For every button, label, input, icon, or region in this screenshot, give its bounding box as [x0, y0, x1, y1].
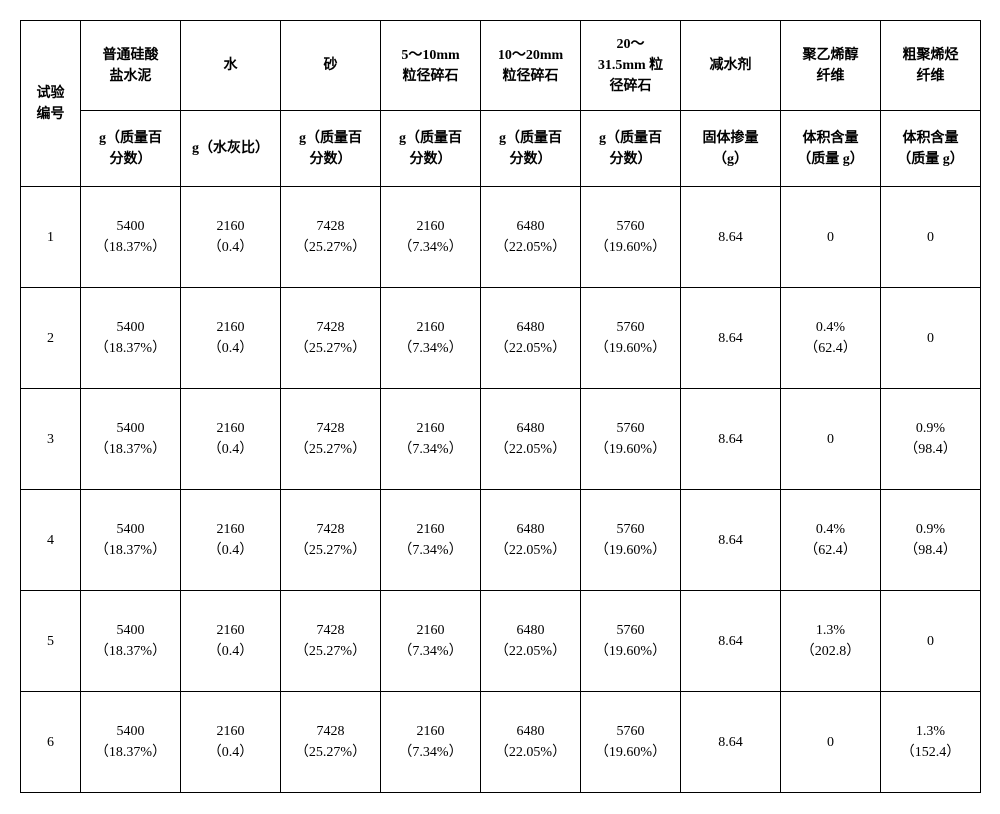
header-col-7-top: 聚乙烯醇纤维 [781, 21, 881, 111]
header-col-4-top: 10～20mm粒径碎石 [481, 21, 581, 111]
cell: 5760（19.60%） [581, 288, 681, 389]
cell: 2160（0.4） [181, 591, 281, 692]
cell: 0 [781, 389, 881, 490]
header-col-6-top: 减水剂 [681, 21, 781, 111]
cell: 0 [781, 187, 881, 288]
cell: 8.64 [681, 692, 781, 793]
header-col-3-bot: g（质量百分数） [381, 111, 481, 187]
cell: 8.64 [681, 591, 781, 692]
cell: 7428（25.27%） [281, 692, 381, 793]
header-col-3-top: 5～10mm粒径碎石 [381, 21, 481, 111]
cell: 7428（25.27%） [281, 288, 381, 389]
cell: 2160（7.34%） [381, 692, 481, 793]
cell: 2160（7.34%） [381, 490, 481, 591]
cell: 8.64 [681, 490, 781, 591]
cell: 7428（25.27%） [281, 591, 381, 692]
header-row-label: 试验编号 [21, 21, 81, 187]
cell: 6480（22.05%） [481, 288, 581, 389]
cell: 2160（0.4） [181, 288, 281, 389]
cell: 2160（7.34%） [381, 288, 481, 389]
cell: 6480（22.05%） [481, 187, 581, 288]
table-row: 5 5400（18.37%） 2160（0.4） 7428（25.27%） 21… [21, 591, 981, 692]
cell: 6480（22.05%） [481, 692, 581, 793]
cell: 6480（22.05%） [481, 389, 581, 490]
cell: 0 [781, 692, 881, 793]
cell: 5400（18.37%） [81, 288, 181, 389]
cell: 6480（22.05%） [481, 591, 581, 692]
header-col-4-bot: g（质量百分数） [481, 111, 581, 187]
header-col-2-top: 砂 [281, 21, 381, 111]
cell-id: 5 [21, 591, 81, 692]
cell: 0.4%（62.4） [781, 288, 881, 389]
cell: 0.4%（62.4） [781, 490, 881, 591]
header-row-label-top: 试验 [37, 86, 65, 101]
header-col-1-top: 水 [181, 21, 281, 111]
cell: 0 [881, 591, 981, 692]
table-row: 3 5400（18.37%） 2160（0.4） 7428（25.27%） 21… [21, 389, 981, 490]
cell: 2160（0.4） [181, 692, 281, 793]
header-col-5-top: 20～31.5mm 粒径碎石 [581, 21, 681, 111]
header-row-label-bot: 编号 [37, 107, 65, 122]
header-col-0-bot: g（质量百分数） [81, 111, 181, 187]
table-header: 试验编号 普通硅酸盐水泥 水 砂 5～10mm粒径碎石 10～20mm粒径碎石 … [21, 21, 981, 187]
header-col-2-bot: g（质量百分数） [281, 111, 381, 187]
table-body: 1 5400（18.37%） 2160（0.4） 7428（25.27%） 21… [21, 187, 981, 793]
cell: 8.64 [681, 288, 781, 389]
cell: 1.3%（152.4） [881, 692, 981, 793]
cell: 2160（0.4） [181, 490, 281, 591]
header-col-1-bot: g（水灰比） [181, 111, 281, 187]
cell: 2160（7.34%） [381, 187, 481, 288]
cell-id: 3 [21, 389, 81, 490]
table-row: 2 5400（18.37%） 2160（0.4） 7428（25.27%） 21… [21, 288, 981, 389]
cell: 5760（19.60%） [581, 591, 681, 692]
cell: 5400（18.37%） [81, 692, 181, 793]
cell: 5400（18.37%） [81, 490, 181, 591]
experiment-table: 试验编号 普通硅酸盐水泥 水 砂 5～10mm粒径碎石 10～20mm粒径碎石 … [20, 20, 981, 793]
cell: 5760（19.60%） [581, 490, 681, 591]
header-col-0-top: 普通硅酸盐水泥 [81, 21, 181, 111]
cell: 5400（18.37%） [81, 389, 181, 490]
cell: 1.3%（202.8） [781, 591, 881, 692]
cell: 6480（22.05%） [481, 490, 581, 591]
cell-id: 2 [21, 288, 81, 389]
table-row: 6 5400（18.37%） 2160（0.4） 7428（25.27%） 21… [21, 692, 981, 793]
header-col-8-bot: 体积含量（质量 g） [881, 111, 981, 187]
cell-id: 1 [21, 187, 81, 288]
table-row: 1 5400（18.37%） 2160（0.4） 7428（25.27%） 21… [21, 187, 981, 288]
cell: 8.64 [681, 187, 781, 288]
cell: 5760（19.60%） [581, 389, 681, 490]
header-col-6-bot: 固体掺量（g） [681, 111, 781, 187]
cell: 7428（25.27%） [281, 187, 381, 288]
cell: 5400（18.37%） [81, 187, 181, 288]
cell: 5760（19.60%） [581, 692, 681, 793]
cell: 0.9%（98.4） [881, 389, 981, 490]
cell-id: 4 [21, 490, 81, 591]
cell-id: 6 [21, 692, 81, 793]
cell: 2160（7.34%） [381, 389, 481, 490]
header-col-8-top: 粗聚烯烃纤维 [881, 21, 981, 111]
cell: 0 [881, 288, 981, 389]
cell: 8.64 [681, 389, 781, 490]
header-col-7-bot: 体积含量（质量 g） [781, 111, 881, 187]
table-row: 4 5400（18.37%） 2160（0.4） 7428（25.27%） 21… [21, 490, 981, 591]
cell: 2160（7.34%） [381, 591, 481, 692]
cell: 7428（25.27%） [281, 490, 381, 591]
cell: 2160（0.4） [181, 187, 281, 288]
cell: 0 [881, 187, 981, 288]
cell: 5760（19.60%） [581, 187, 681, 288]
cell: 0.9%（98.4） [881, 490, 981, 591]
cell: 5400（18.37%） [81, 591, 181, 692]
cell: 7428（25.27%） [281, 389, 381, 490]
cell: 2160（0.4） [181, 389, 281, 490]
header-col-5-bot: g（质量百分数） [581, 111, 681, 187]
